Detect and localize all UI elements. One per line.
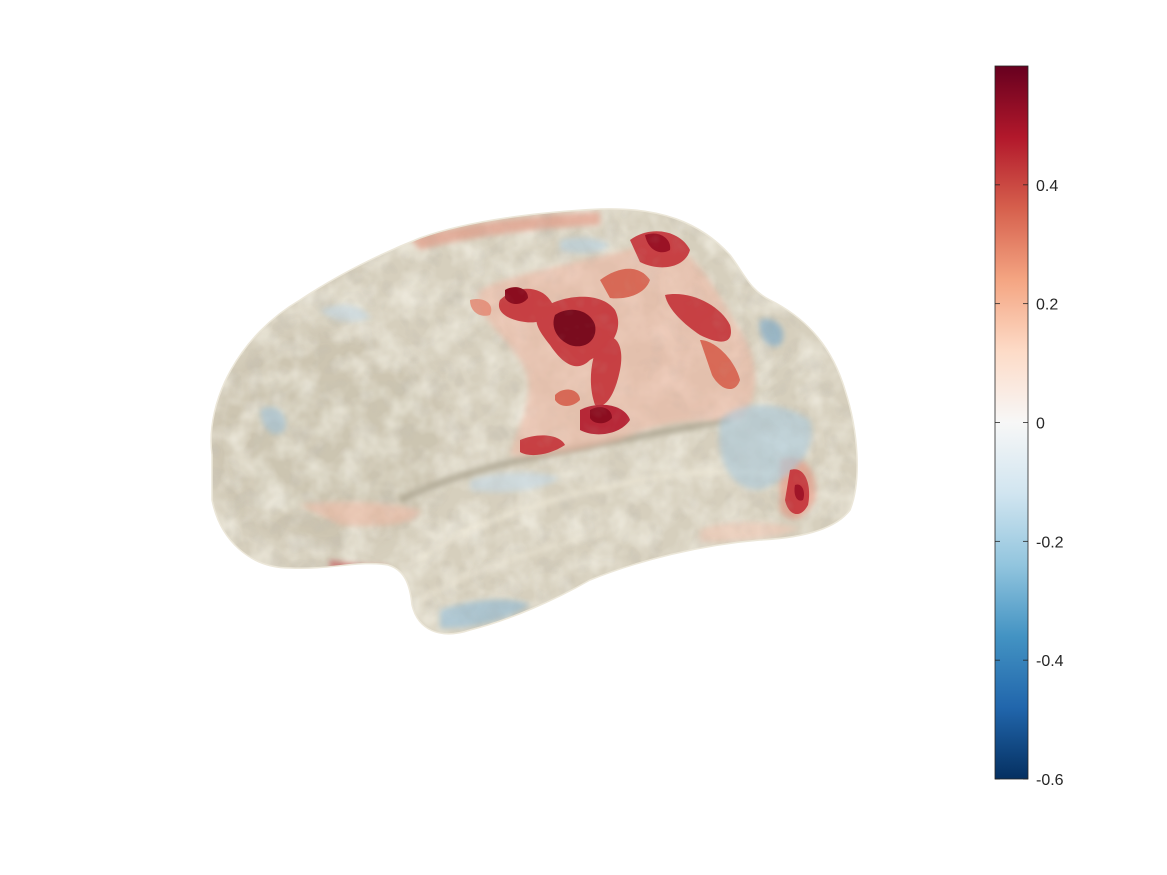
- cortex-outline: [210, 208, 858, 635]
- colorbar-tick-label: -0.2: [1036, 534, 1064, 551]
- colorbar-tick-label: 0.4: [1036, 178, 1058, 195]
- activation-map: [211, 208, 858, 634]
- colorbar-tick-label: -0.6: [1036, 772, 1064, 789]
- colorbar-ticks: 0.4 0.2 0 -0.2 -0.4 -0.6: [995, 178, 1064, 789]
- colorbar-tick-label: -0.4: [1036, 653, 1064, 670]
- colorbar-tick-label: 0.2: [1036, 297, 1058, 314]
- colorbar-tick-label: 0: [1036, 416, 1045, 433]
